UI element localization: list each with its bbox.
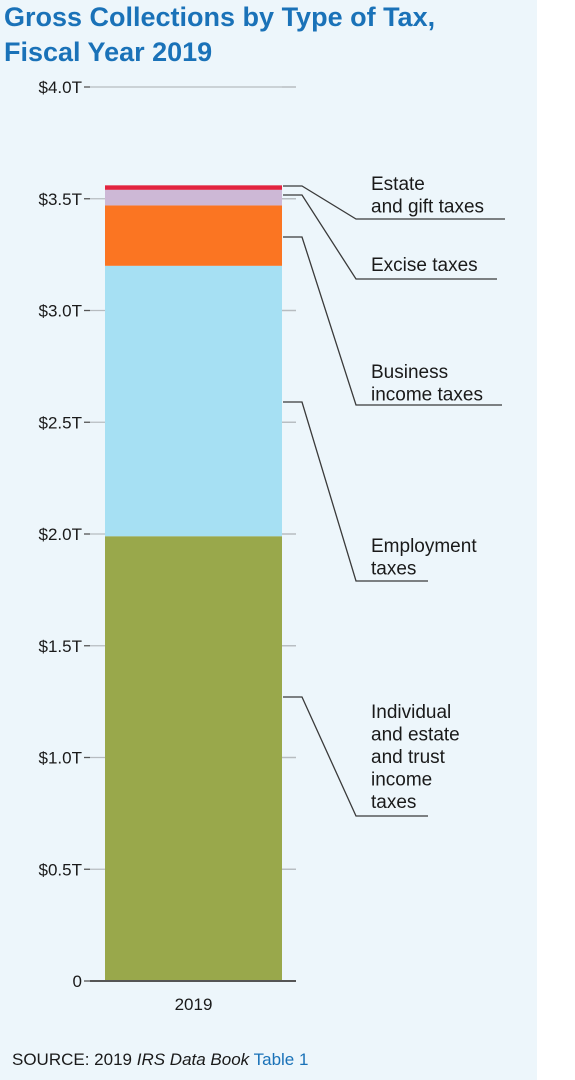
chart-title: Gross Collections by Type of Tax, Fiscal… [4, 0, 534, 70]
series-label: Business [371, 362, 448, 383]
bar-segment [105, 536, 282, 981]
series-label: Excise taxes [371, 255, 478, 276]
stacked-bar-chart: 0 $0.5T $1.0T $1.5T $2.0T $2.5T $3.0T $3.5T $4.0… [39, 78, 505, 1014]
series-label: and gift taxes [371, 197, 484, 218]
source-table-link[interactable]: Table 1 [253, 1050, 309, 1069]
series-label: Individual [371, 702, 451, 723]
series-label: income [371, 770, 432, 791]
y-tick-label: $3.0T [39, 302, 82, 321]
source-book-title: IRS Data Book [136, 1050, 250, 1069]
y-tick-label: $1.0T [39, 749, 82, 768]
bar-segment [105, 189, 282, 206]
y-tick-label: 0 [73, 972, 82, 991]
y-tick-label: $0.5T [39, 860, 82, 879]
series-label: income taxes [371, 385, 483, 406]
annotation-leader-line [283, 194, 497, 280]
series-label: taxes [371, 792, 416, 813]
y-tick-label: $2.5T [39, 413, 82, 432]
bar-segment [105, 265, 282, 537]
source-note: SOURCE: 2019 IRS Data Book Table 1 [12, 1050, 308, 1070]
bar-segment [105, 185, 282, 190]
x-tick-label: 2019 [175, 995, 213, 1014]
y-tick-label: $3.5T [39, 190, 82, 209]
bar-segment [105, 205, 282, 266]
source-prefix: SOURCE: 2019 [12, 1050, 137, 1069]
series-label: Employment [371, 536, 477, 557]
chart-title-line-1: Gross Collections by Type of Tax, [4, 2, 436, 32]
series-label: Estate [371, 174, 425, 195]
y-tick-label: $2.0T [39, 525, 82, 544]
series-label: and estate [371, 725, 460, 746]
annotation-leader-line [283, 401, 428, 582]
annotation-leader-line [283, 185, 505, 220]
series-label: and trust [371, 747, 446, 768]
series-label: taxes [371, 559, 416, 580]
y-tick-label: $1.5T [39, 637, 82, 656]
annotation-leader-line [283, 696, 428, 817]
y-tick-label: $4.0T [39, 78, 82, 97]
annotation-leader-line [283, 236, 502, 406]
chart-title-line-2: Fiscal Year 2019 [4, 37, 213, 67]
